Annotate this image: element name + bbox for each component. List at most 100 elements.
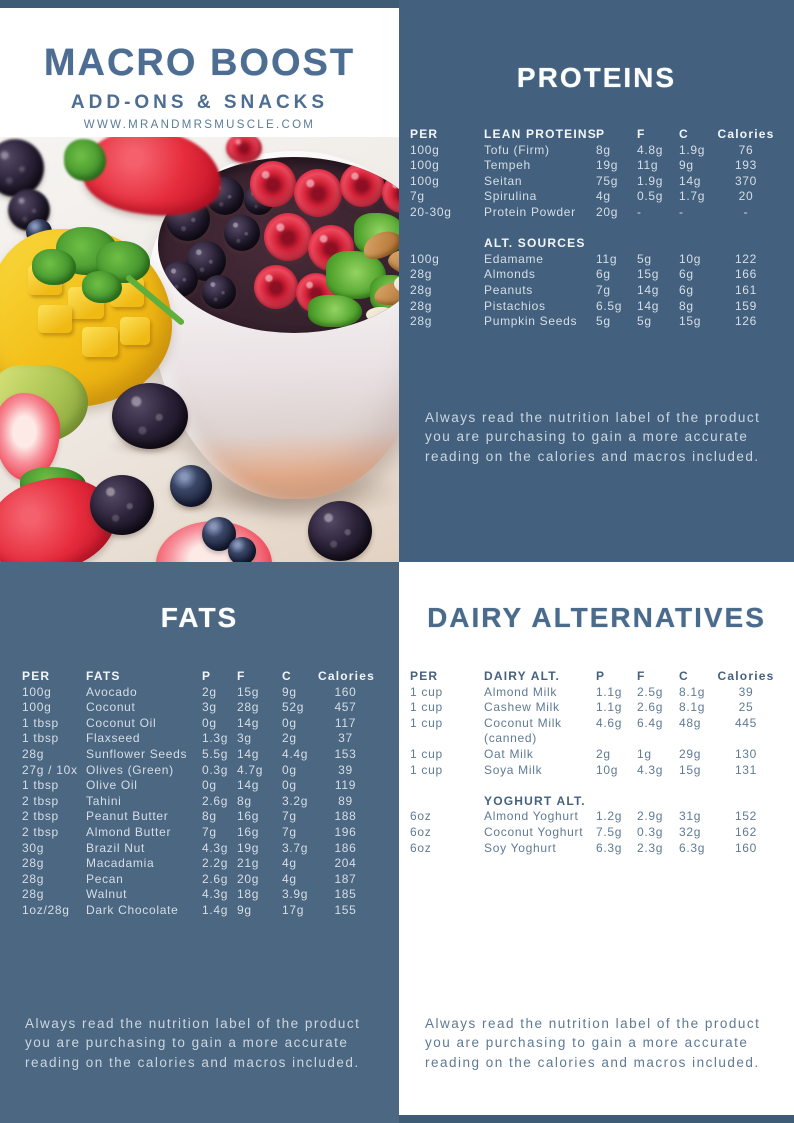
- food-name: Pecan: [86, 871, 124, 886]
- serving-size: 28g: [22, 871, 45, 886]
- fat-value: 19g: [237, 840, 260, 855]
- fats-section: FATS PER FATS P F C Calories 100g Avocad…: [0, 562, 399, 1123]
- calories-value: 160: [334, 684, 357, 699]
- fat-value: 5g: [637, 314, 652, 329]
- table-row: 1 tbsp Coconut Oil 0g 14g 0g 117: [22, 716, 395, 732]
- fat-value: 14g: [237, 715, 260, 730]
- protein-value: 3g: [202, 700, 217, 715]
- carb-value: 32g: [679, 824, 702, 839]
- fat-value: 2.6g: [637, 700, 664, 715]
- protein-value: 75g: [596, 173, 619, 188]
- carb-value: 14g: [679, 173, 702, 188]
- proteins-table: PER LEAN PROTEINS P F C Calories 100g To…: [410, 127, 790, 330]
- serving-size: 2 tbsp: [22, 793, 59, 808]
- protein-value: 0g: [202, 778, 217, 793]
- food-name: Brazil Nut: [86, 840, 146, 855]
- protein-value: 1.3g: [202, 731, 229, 746]
- food-name: Peanuts: [484, 282, 533, 297]
- serving-size: 2 tbsp: [22, 824, 59, 839]
- table-row: 1 tbsp Olive Oil 0g 14g 0g 119: [22, 778, 395, 794]
- table-row: 6oz Almond Yoghurt 1.2g 2.9g 31g 152: [410, 809, 790, 825]
- calories-value: 185: [334, 887, 357, 902]
- table-row: 30g Brazil Nut 4.3g 19g 3.7g 186: [22, 841, 395, 857]
- carb-value: 48g: [679, 715, 702, 730]
- calories-value: 193: [734, 158, 758, 173]
- title-card: MACRO BOOST ADD-ONS & SNACKS WWW.MRANDMR…: [0, 8, 399, 137]
- table-row: 28g Pecan 2.6g 20g 4g 187: [22, 872, 395, 888]
- serving-size: 28g: [22, 746, 45, 761]
- table-header-row: PER LEAN PROTEINS P F C Calories: [410, 127, 790, 143]
- food-name: Olive Oil: [86, 778, 138, 793]
- food-name: Edamame: [484, 251, 544, 266]
- table-row: 28g Walnut 4.3g 18g 3.9g 185: [22, 887, 395, 903]
- fat-value: 15g: [637, 267, 660, 282]
- fat-value: 8g: [237, 793, 252, 808]
- col-protein: P: [202, 669, 212, 683]
- calories-value: 20: [738, 189, 754, 204]
- proteins-heading: PROTEINS: [516, 62, 677, 93]
- protein-value: 2.6g: [202, 871, 229, 886]
- carb-value: 6g: [679, 282, 694, 297]
- serving-size: 28g: [410, 267, 433, 282]
- col-calories: Calories: [717, 127, 775, 141]
- alt-sources-rows: 100g Edamame 11g 5g 10g 122 28g Almonds …: [410, 252, 790, 330]
- carb-value: 4g: [282, 871, 297, 886]
- food-name: Coconut Yoghurt: [484, 824, 584, 839]
- fat-value: 4.8g: [637, 142, 664, 157]
- carb-value: 7g: [282, 809, 297, 824]
- food-name: Oat Milk: [484, 746, 534, 761]
- food-name: Seitan: [484, 173, 523, 188]
- col-carb: C: [679, 669, 689, 683]
- protein-value: 6g: [596, 267, 611, 282]
- dairy-heading: DAIRY ALTERNATIVES: [427, 602, 766, 633]
- serving-size: 100g: [410, 142, 440, 157]
- page-subtitle: ADD-ONS & SNACKS: [70, 92, 329, 113]
- carb-value: 15g: [679, 762, 702, 777]
- fat-value: 5g: [637, 251, 652, 266]
- carb-value: 8.1g: [679, 700, 706, 715]
- calories-value: -: [743, 204, 749, 219]
- food-name: Almond Milk: [484, 684, 558, 699]
- serving-size: 27g / 10x: [22, 762, 78, 777]
- food-name: Macadamia: [86, 856, 155, 871]
- carb-value: 3.2g: [282, 793, 309, 808]
- carb-value: 6.3g: [679, 840, 706, 855]
- dairy-table: PER DAIRY ALT. P F C Calories 1 cup Almo…: [410, 669, 790, 856]
- calories-value: 39: [338, 762, 353, 777]
- calories-value: 187: [334, 871, 357, 886]
- carb-value: 52g: [282, 700, 305, 715]
- protein-value: 6.5g: [596, 298, 623, 313]
- strawberry-leaves-graphic: [64, 139, 106, 181]
- blueberry-graphic: [170, 465, 212, 507]
- protein-value: 4g: [596, 189, 611, 204]
- fat-value: 16g: [237, 809, 260, 824]
- fat-value: 4.7g: [237, 762, 264, 777]
- carb-value: 8g: [679, 298, 694, 313]
- food-name: Coconut Oil: [86, 715, 157, 730]
- serving-size: 1 cup: [410, 684, 443, 699]
- protein-value: 7g: [596, 282, 611, 297]
- col-per: PER: [410, 669, 439, 683]
- calories-value: 457: [334, 700, 357, 715]
- calories-value: 119: [334, 778, 357, 793]
- table-row: 1 cup Almond Milk 1.1g 2.5g 8.1g 39: [410, 685, 790, 701]
- table-row: 1 cup Cashew Milk 1.1g 2.6g 8.1g 25: [410, 700, 790, 716]
- disclaimer-note: Always read the nutrition label of the p…: [425, 410, 761, 464]
- table-row: 100g Avocado 2g 15g 9g 160: [22, 685, 395, 701]
- fat-value: 18g: [237, 887, 260, 902]
- col-calories: Calories: [318, 669, 375, 683]
- table-row: 1 cup Coconut Milk (canned) 4.6g 6.4g 48…: [410, 716, 790, 747]
- carb-value: 2g: [282, 731, 297, 746]
- disclaimer-note: Always read the nutrition label of the p…: [25, 1016, 361, 1070]
- protein-value: 7g: [202, 824, 217, 839]
- food-name: Tahini: [86, 793, 122, 808]
- protein-value: 1.1g: [596, 684, 623, 699]
- protein-value: 8g: [596, 142, 611, 157]
- serving-size: 1 tbsp: [22, 778, 59, 793]
- serving-size: 100g: [410, 251, 440, 266]
- col-per: PER: [410, 127, 439, 141]
- food-name: Soy Yoghurt: [484, 840, 557, 855]
- website-url: WWW.MRANDMRSMUSCLE.COM: [83, 119, 316, 131]
- food-name: Protein Powder: [484, 204, 576, 219]
- carb-value: 31g: [679, 809, 702, 824]
